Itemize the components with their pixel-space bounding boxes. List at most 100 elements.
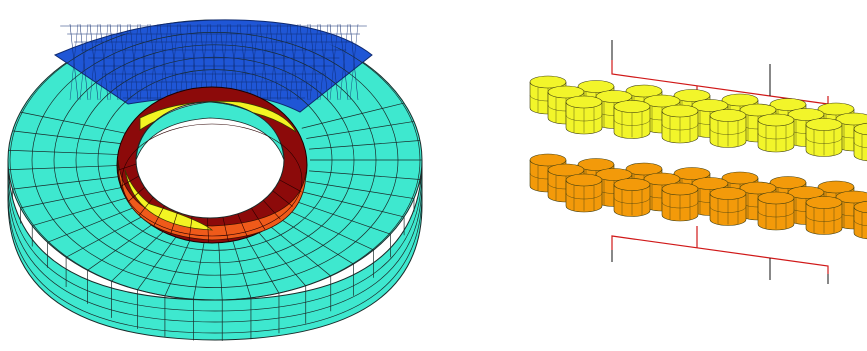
ring-segment-line	[117, 163, 137, 171]
cylinder-top	[643, 94, 681, 108]
mesh-side-band	[8, 181, 422, 323]
ring-segment-line	[237, 213, 248, 238]
cylinder-top	[643, 172, 681, 186]
mesh-spoke	[47, 205, 139, 243]
mesh-spoke	[267, 224, 331, 277]
tri-line	[99, 23, 109, 101]
tri-line	[149, 23, 159, 101]
cylinder-top	[787, 108, 825, 121]
quad-mesh-lines	[8, 20, 422, 341]
cylinder-top	[595, 90, 633, 103]
cylinder	[805, 196, 843, 235]
tri-line	[179, 23, 189, 101]
mesh-spoke	[12, 130, 123, 145]
cylinder-band	[565, 192, 603, 200]
ring-segment-line	[263, 200, 281, 220]
ring-segment-line	[170, 212, 178, 236]
ring-segment-line	[153, 205, 165, 227]
cylinder-top	[673, 89, 711, 102]
tri-line	[239, 23, 249, 101]
mesh-spoke	[137, 232, 180, 291]
cylinder-top	[613, 100, 651, 113]
cylinder-top	[769, 176, 807, 189]
mesh-spoke	[8, 149, 121, 155]
cylinder-top	[595, 168, 633, 181]
cylinder-band	[613, 197, 651, 204]
cylinder-top	[565, 173, 603, 187]
mesh-side-band	[8, 170, 422, 312]
cylinder-top	[709, 187, 747, 200]
mesh-spoke	[306, 181, 415, 199]
cylinder	[709, 109, 747, 148]
ring-band-line	[121, 123, 303, 237]
cylinder-side	[853, 206, 867, 240]
wire-diagram	[611, 40, 829, 284]
mesh-spoke	[65, 213, 147, 258]
mesh-spoke	[164, 235, 193, 296]
cylinder	[661, 104, 699, 144]
mesh-spoke	[231, 236, 252, 298]
cylinder-band	[853, 219, 867, 226]
mesh-spoke	[244, 234, 280, 294]
mesh-spoke	[8, 165, 121, 171]
cylinder-top	[709, 109, 747, 122]
ring-segment-line	[222, 217, 229, 242]
mesh-spoke	[278, 217, 354, 265]
tri-line	[159, 23, 169, 101]
tri-line	[119, 23, 129, 101]
ring-mesh-lines	[117, 123, 303, 243]
mesh-spoke	[309, 170, 421, 180]
mesh-spoke	[309, 140, 421, 150]
tri-line	[229, 23, 239, 101]
cylinder	[757, 191, 795, 231]
cylinder-band	[757, 132, 795, 140]
cylinder-top	[547, 85, 585, 99]
upper-wire	[611, 60, 829, 105]
yellow-cylinder-array	[529, 75, 867, 162]
cylinder-top	[817, 180, 855, 194]
mesh-spoke	[306, 121, 415, 139]
cylinder-top	[661, 182, 699, 196]
mesh-spoke	[12, 175, 123, 190]
tri-line	[89, 23, 99, 101]
cylinder	[565, 95, 603, 135]
ring-segment-line	[120, 175, 140, 187]
tri-line	[129, 23, 139, 101]
cylinder-band	[613, 119, 651, 126]
mesh-spoke	[32, 196, 132, 227]
tri-line	[329, 23, 339, 101]
tri-line	[269, 23, 279, 101]
triangle-mesh-lines	[60, 23, 367, 101]
cylinder-top	[529, 153, 567, 167]
cylinder-top	[625, 162, 663, 176]
cylinder	[805, 118, 843, 157]
cylinder-band	[709, 206, 747, 213]
cylinder-top	[565, 95, 603, 109]
tri-line	[279, 23, 289, 101]
tri-line	[299, 23, 309, 101]
tri-line	[339, 23, 349, 101]
cylinder	[661, 182, 699, 222]
cylinder-band	[661, 201, 699, 209]
cylinder-top	[835, 190, 867, 204]
tri-line	[249, 23, 259, 101]
hole-inner-wall	[135, 101, 285, 161]
cylinder	[565, 173, 603, 213]
tri-line	[259, 23, 269, 101]
mesh-side-band	[8, 192, 422, 334]
ring-segment-line	[279, 179, 302, 192]
ring-segment-line	[127, 187, 145, 202]
ring-segment-line	[272, 190, 293, 207]
cylinder-band	[661, 123, 699, 131]
mesh-spoke	[217, 237, 223, 300]
cylinder-top	[661, 104, 699, 118]
cylinder-top	[853, 122, 867, 136]
torus-body	[7, 19, 423, 341]
cylinder	[757, 113, 795, 153]
mesh-spoke	[287, 209, 374, 251]
cylinder	[853, 122, 867, 162]
cylinder-top	[721, 93, 759, 107]
tri-line	[69, 23, 79, 101]
